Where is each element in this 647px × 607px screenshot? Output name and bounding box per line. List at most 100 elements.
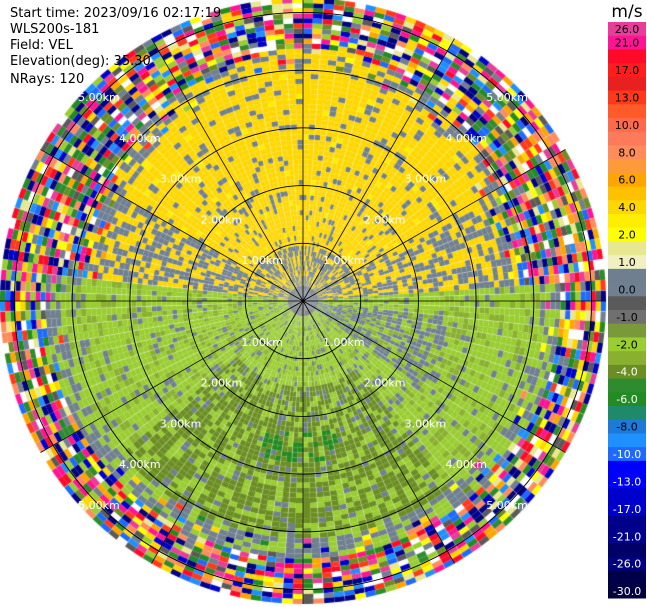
colorbar-bin: [608, 296, 646, 311]
colorbar-bin: [608, 214, 646, 229]
colorbar-bin: [608, 159, 646, 174]
colorbar-bin: [608, 282, 646, 297]
colorbar-tick-label: 0.0: [618, 283, 636, 296]
colorbar-bin: [608, 63, 646, 78]
colorbar-tick-label: -10.0: [613, 448, 641, 461]
colorbar-tick-label: 13.0: [615, 91, 640, 104]
colorbar-bin: [608, 172, 646, 188]
colorbar-bin: [608, 131, 646, 146]
colorbar-tick-label: -1.0: [616, 311, 637, 324]
colorbar-bin: [608, 186, 646, 201]
ring-label-5km: 5.00km: [78, 91, 120, 104]
colorbar-bin: [608, 323, 646, 338]
colorbar-bin: [608, 35, 646, 50]
colorbar-tick-label: 26.0: [615, 23, 640, 36]
colorbar-bin: [608, 433, 646, 448]
colorbar-bin: [608, 337, 646, 352]
colorbar-bin: [608, 570, 646, 585]
colorbar-bin: [608, 447, 646, 462]
azimuth-spoke-240: [40, 300, 304, 453]
colorbar-tick-label: 10.0: [615, 119, 640, 132]
colorbar-tick-label: -21.0: [613, 530, 641, 543]
ring-label-4km: 4.00km: [445, 132, 487, 145]
colorbar-bin: [608, 406, 646, 421]
colorbar-tick-label: -26.0: [613, 558, 641, 571]
nrays-label: NRays: 120: [10, 72, 85, 87]
colorbar-bin: [608, 145, 646, 160]
colorbar-bin: [608, 556, 646, 572]
azimuth-spoke-330: [151, 38, 304, 302]
colorbar-bin: [608, 227, 646, 242]
ring-label-2km: 2.00km: [364, 377, 406, 390]
colorbar-tick-label: -2.0: [616, 338, 637, 351]
colorbar-bin: [608, 378, 646, 393]
colorbar-bin: [608, 419, 646, 434]
colorbar-tick-label: -8.0: [616, 421, 637, 434]
ring-label-4km: 4.00km: [119, 132, 161, 145]
ring-label-2km: 2.00km: [201, 377, 243, 390]
colorbar-bin: [608, 49, 646, 64]
ring-label-4km: 4.00km: [119, 458, 161, 471]
azimuth-spoke-150: [302, 300, 455, 564]
elevation-label: Elevation(deg): 35.30: [10, 54, 151, 69]
ring-label-3km: 3.00km: [405, 173, 447, 186]
ring-label-3km: 3.00km: [405, 417, 447, 430]
ring-label-2km: 2.00km: [364, 213, 406, 226]
ring-label-1km: 1.00km: [323, 254, 365, 267]
ring-label-5km: 5.00km: [486, 499, 528, 512]
colorbar-tick-label: 1.0: [618, 256, 636, 269]
colorbar-bin: [608, 515, 646, 530]
colorbar-bin: [608, 255, 646, 270]
ring-label-5km: 5.00km: [486, 91, 528, 104]
colorbar-bin: [608, 474, 646, 489]
colorbar-bin: [608, 76, 646, 92]
colorbar-tick-label: -13.0: [613, 475, 641, 488]
azimuth-spoke-210: [151, 300, 304, 564]
colorbar-bin: [608, 22, 646, 37]
ring-label-4km: 4.00km: [445, 458, 487, 471]
start-time-label: Start time: 2023/09/16 02:17:19: [10, 6, 222, 21]
instrument-label: WLS200s-181: [10, 22, 100, 37]
colorbar-bin: [608, 351, 646, 366]
colorbar-bin: [608, 392, 646, 407]
colorbar-bin: [608, 543, 646, 558]
ring-label-2km: 2.00km: [201, 213, 243, 226]
ring-label-1km: 1.00km: [323, 336, 365, 349]
colorbar-bin: [608, 104, 646, 119]
colorbar-tick-label: -6.0: [616, 393, 637, 406]
ring-label-1km: 1.00km: [241, 336, 283, 349]
colorbar-tick-label: 8.0: [618, 146, 636, 159]
colorbar-bin: [608, 310, 646, 325]
ring-label-3km: 3.00km: [160, 173, 202, 186]
colorbar-tick-label: 4.0: [618, 201, 636, 214]
colorbar-bin: [608, 118, 646, 133]
colorbar-tick-label: 6.0: [618, 174, 636, 187]
azimuth-spoke-60: [302, 149, 566, 302]
colorbar-bin: [608, 268, 646, 284]
colorbar-tick-label: -4.0: [616, 366, 637, 379]
colorbar-bin: [608, 584, 646, 599]
colorbar-tick-label: 21.0: [615, 37, 640, 50]
colorbar-tick-label: -17.0: [613, 503, 641, 516]
colorbar-bin: [608, 460, 646, 476]
azimuth-spoke-120: [302, 300, 566, 453]
colorbar-bin: [608, 200, 646, 215]
colorbar-bin: [608, 241, 646, 256]
colorbar-tick-label: -30.0: [613, 585, 641, 598]
field-label: Field: VEL: [10, 38, 73, 53]
ring-label-3km: 3.00km: [160, 417, 202, 430]
colorbar-bin: [608, 529, 646, 544]
colorbar-unit: m/s: [611, 2, 642, 22]
colorbar-tick-label: 2.0: [618, 229, 636, 242]
colorbar-bin: [608, 502, 646, 517]
colorbar-bin: [608, 90, 646, 105]
ring-label-5km: 5.00km: [78, 499, 120, 512]
azimuth-spoke-30: [302, 38, 455, 302]
colorbar-tick-label: 17.0: [615, 64, 640, 77]
ring-label-1km: 1.00km: [241, 254, 283, 267]
azimuth-spoke-300: [40, 149, 304, 302]
colorbar-bin: [608, 488, 646, 503]
